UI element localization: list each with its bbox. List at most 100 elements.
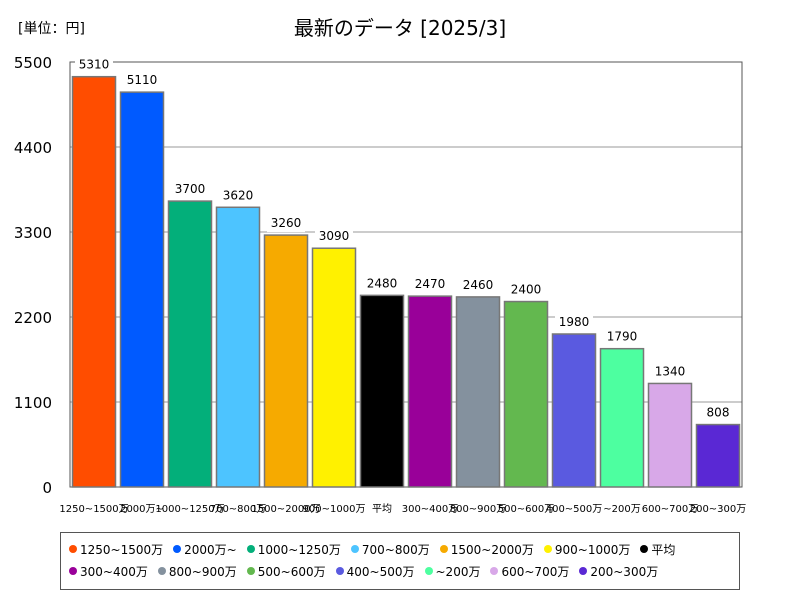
data-label: 1790: [607, 330, 638, 344]
bar: [503, 300, 549, 488]
x-tick-label: 300~400万: [402, 504, 459, 515]
data-label: 5110: [127, 73, 158, 87]
x-tick-label: 1500~2000万: [251, 504, 320, 515]
legend-item: 1250~1500万: [69, 538, 163, 560]
legend-item: 700~800万: [350, 538, 430, 560]
y-tick-label: 5500: [14, 54, 52, 72]
data-label-box: [555, 313, 593, 331]
legend-marker: [424, 567, 433, 575]
data-label-box: [411, 275, 449, 294]
legend-label: 700~800万: [361, 542, 430, 557]
data-label-box: [459, 275, 497, 294]
legend-label: 200~300万: [590, 564, 659, 579]
y-tick-label: 4400: [14, 139, 52, 157]
legend-item: 1500~2000万: [439, 538, 534, 560]
legend-label: 900~1000万: [554, 542, 631, 557]
legend-label: 2000万~: [184, 542, 237, 557]
x-tick-label: 200~300万: [690, 504, 747, 515]
legend-marker: [246, 545, 255, 553]
data-label: 2460: [463, 278, 494, 292]
legend-marker: [69, 545, 77, 553]
data-label: 1340: [655, 364, 686, 378]
x-tick-label: 400~500万: [546, 504, 603, 515]
data-label-box: [123, 71, 161, 90]
legend-label: 1250~1500万: [80, 542, 164, 557]
bar: [599, 347, 645, 488]
x-tick-label: 500~600万: [498, 504, 555, 515]
data-label-box: [699, 403, 737, 422]
data-label: 2400: [511, 283, 542, 297]
legend-label: 500~600万: [257, 564, 326, 579]
data-label: 3260: [271, 216, 302, 230]
x-tick-label: 1000~1250万: [155, 504, 224, 515]
legend-marker: [490, 567, 499, 575]
bar: [695, 423, 741, 488]
legend-label: 1000~1250万: [257, 542, 341, 557]
bar: [647, 382, 693, 488]
data-label-box: [219, 186, 257, 205]
unit-label: [単位：円]: [18, 21, 85, 37]
bar: [215, 206, 261, 488]
data-label: 2470: [415, 277, 446, 291]
legend-label: ~200万: [435, 564, 481, 579]
y-tick-label: 2200: [14, 309, 52, 327]
x-tick-label: 1250~1500万: [59, 504, 128, 515]
legend-label: 400~500万: [346, 564, 415, 579]
data-label-box: [363, 274, 401, 293]
bar: [455, 296, 501, 488]
data-label-box: [507, 280, 545, 299]
data-label: 808: [707, 406, 730, 420]
legend-marker: [335, 567, 344, 575]
x-tick-label: 2000万~: [120, 504, 164, 515]
data-label: 1980: [559, 315, 590, 329]
bar: [311, 247, 357, 488]
legend-item: 900~1000万: [543, 538, 631, 560]
data-label: 5310: [79, 58, 110, 72]
data-label-box: [75, 55, 113, 74]
plot-frame: [69, 61, 743, 488]
bar: [167, 200, 213, 488]
bar: [263, 234, 309, 488]
legend-item: 400~500万: [335, 560, 415, 582]
data-label: 2480: [367, 276, 398, 290]
bar: [551, 333, 597, 488]
data-label-box: [651, 362, 689, 381]
legend-marker: [350, 545, 359, 553]
bar: [359, 294, 405, 488]
legend-marker: [69, 567, 77, 575]
legend-item: 800~900万: [157, 560, 237, 582]
legend-label: 平均: [651, 542, 676, 557]
bar: [119, 91, 165, 488]
x-tick-label: 平均: [372, 503, 392, 515]
x-tick-label: 800~900万: [450, 504, 507, 515]
legend-marker: [640, 545, 649, 553]
legend-item: 平均: [640, 538, 675, 560]
data-label-box: [603, 327, 641, 346]
legend-marker: [543, 545, 552, 553]
data-label: 3620: [223, 188, 254, 202]
x-tick-label: ~200万: [603, 504, 640, 515]
chart-title: 最新のデータ [2025/3]: [293, 16, 507, 40]
legend-item: 500~600万: [246, 560, 326, 582]
data-label-box: [315, 227, 353, 246]
y-tick-label: 0: [42, 479, 52, 497]
legend-marker: [579, 567, 588, 575]
legend-item: ~200万: [424, 560, 481, 582]
legend-marker: [157, 567, 166, 575]
bar: [407, 295, 453, 488]
data-label: 3090: [319, 229, 350, 243]
x-tick-label: 600~700万: [642, 504, 699, 515]
chart-legend: 1250~1500万 2000万~ 1000~1250万 700~800万 1500~2…: [60, 532, 740, 590]
legend-item: 1000~1250万: [246, 538, 341, 560]
data-label-box: [171, 180, 209, 199]
data-label-box: [267, 214, 305, 233]
legend-item: 200~300万: [579, 560, 658, 582]
bar-chart: 0 1100 2200 3300 4400 5500 5310 1250~1500万 5110 2…: [14, 54, 747, 515]
y-tick-label: 3300: [14, 224, 52, 242]
legend-label: 600~700万: [501, 564, 570, 579]
y-tick-label: 1100: [14, 394, 52, 412]
bar: [71, 75, 117, 488]
legend-marker: [246, 567, 255, 575]
legend-label: 300~400万: [80, 564, 148, 579]
legend-item: 300~400万: [69, 560, 148, 582]
